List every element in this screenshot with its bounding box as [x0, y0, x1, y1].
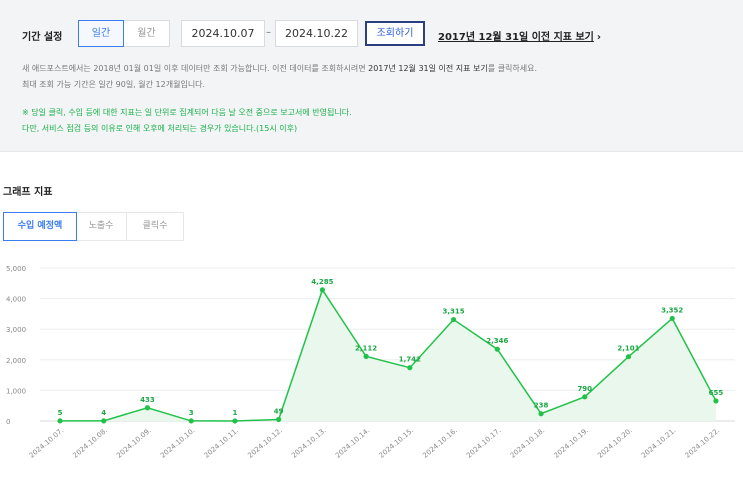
x-tick-label: 2024.10.09. — [115, 426, 153, 459]
x-tick-label: 2024.10.18. — [509, 426, 547, 459]
data-point — [363, 353, 369, 359]
data-point — [582, 394, 588, 400]
y-tick-label: 1,000 — [6, 387, 26, 395]
data-label: 2,101 — [617, 345, 639, 353]
data-label: 4,285 — [311, 278, 333, 286]
data-label: 433 — [140, 396, 155, 404]
monthly-toggle[interactable]: 월간 — [123, 20, 170, 47]
x-tick-label: 2024.10.11. — [203, 426, 241, 459]
y-tick-label: 2,000 — [6, 357, 26, 365]
notice-text: 새 애드포스트에서는 2018년 01월 01일 이후 데이터만 조회 가능합니… — [22, 64, 369, 73]
notice-text-end: 를 클릭하세요. — [487, 64, 538, 73]
notice-emphasis: 2017년 12월 31일 이전 지표 보기 — [368, 64, 488, 73]
data-point — [538, 411, 544, 417]
x-tick-label: 2024.10.14. — [334, 426, 372, 459]
data-point — [625, 354, 632, 360]
tab-clicks[interactable]: 클릭수 — [127, 212, 184, 241]
x-tick-label: 2024.10.13. — [290, 426, 328, 459]
data-label: 49 — [274, 408, 284, 416]
x-tick-label: 2024.10.21. — [640, 426, 678, 459]
data-label: 4 — [101, 409, 106, 417]
data-point — [188, 418, 194, 424]
daily-toggle[interactable]: 일간 — [78, 20, 124, 47]
data-label: 5 — [58, 409, 63, 417]
series-area — [60, 289, 716, 421]
data-label: 1 — [232, 409, 237, 417]
data-label: 3 — [189, 409, 194, 417]
data-label: 238 — [534, 402, 549, 410]
x-tick-label: 2024.10.07. — [28, 426, 66, 459]
data-label: 655 — [709, 389, 724, 397]
date-separator: – — [266, 27, 271, 38]
x-tick-label: 2024.10.16. — [421, 426, 459, 459]
data-label: 3,315 — [442, 308, 464, 316]
x-tick-label: 2024.10.17. — [465, 426, 503, 459]
x-tick-label: 2024.10.19. — [552, 426, 590, 459]
start-date-input[interactable]: 2024.10.07 — [181, 20, 265, 47]
data-point — [713, 398, 719, 404]
search-button[interactable]: 조회하기 — [365, 21, 425, 46]
x-tick-label: 2024.10.08. — [71, 426, 109, 459]
notice-report-timing: ※ 당일 클릭, 수입 등에 대한 지표는 일 단위로 집계되어 다음 날 오전… — [22, 108, 352, 117]
data-point — [450, 316, 457, 323]
end-date-input[interactable]: 2024.10.22 — [275, 20, 358, 47]
graph-section-title: 그래프 지표 — [3, 187, 53, 198]
series-line — [59, 288, 717, 422]
legacy-report-link[interactable]: 2017년 12월 31일 이전 지표 보기 › — [438, 28, 601, 43]
legacy-report-link-label: 2017년 12월 31일 이전 지표 보기 — [438, 32, 594, 43]
notice-max-period: 최대 조회 가능 기간은 일간 90일, 월간 12개월입니다. — [22, 80, 206, 89]
revenue-chart: 0 1,000 2,000 3,000 4,000 5,000 5 4 433 3 1 49 4,285… — [6, 265, 735, 460]
x-tick-label: 2024.10.12. — [246, 426, 284, 459]
x-tick-label: 2024.10.22. — [684, 426, 722, 459]
y-tick-label: 5,000 — [6, 265, 26, 273]
tab-expected-revenue[interactable]: 수입 예정액 — [3, 212, 77, 241]
y-tick-label: 4,000 — [6, 296, 26, 304]
period-settings-panel: 기간 설정 일간 월간 2024.10.07 – 2024.10.22 조회하기… — [0, 0, 743, 152]
data-point — [276, 416, 282, 423]
data-point — [57, 418, 63, 424]
data-label: 2,346 — [486, 337, 508, 345]
data-label: 2,112 — [355, 344, 377, 352]
y-tick-label: 0 — [6, 418, 10, 426]
y-tick-label: 3,000 — [6, 326, 26, 334]
data-point — [669, 315, 675, 322]
data-label: 1,742 — [399, 356, 421, 364]
chevron-right-icon: › — [596, 32, 601, 43]
notice-maintenance: 다만, 서비스 점검 등의 이유로 인해 오후에 처리되는 경우가 있습니다.(… — [22, 124, 298, 133]
data-label: 3,352 — [661, 306, 683, 314]
data-point — [144, 405, 151, 411]
data-point — [101, 418, 107, 424]
data-label: 790 — [577, 385, 592, 393]
period-label: 기간 설정 — [22, 32, 63, 43]
data-point — [232, 418, 238, 424]
x-tick-label: 2024.10.10. — [159, 426, 197, 459]
data-point — [494, 346, 500, 352]
tab-impressions[interactable]: 노출수 — [76, 212, 127, 241]
x-tick-label: 2024.10.20. — [596, 426, 634, 459]
data-point — [319, 287, 325, 293]
notice-data-range: 새 애드포스트에서는 2018년 01월 01일 이후 데이터만 조회 가능합니… — [22, 63, 537, 74]
x-tick-label: 2024.10.15. — [378, 426, 416, 459]
data-point — [407, 365, 413, 371]
